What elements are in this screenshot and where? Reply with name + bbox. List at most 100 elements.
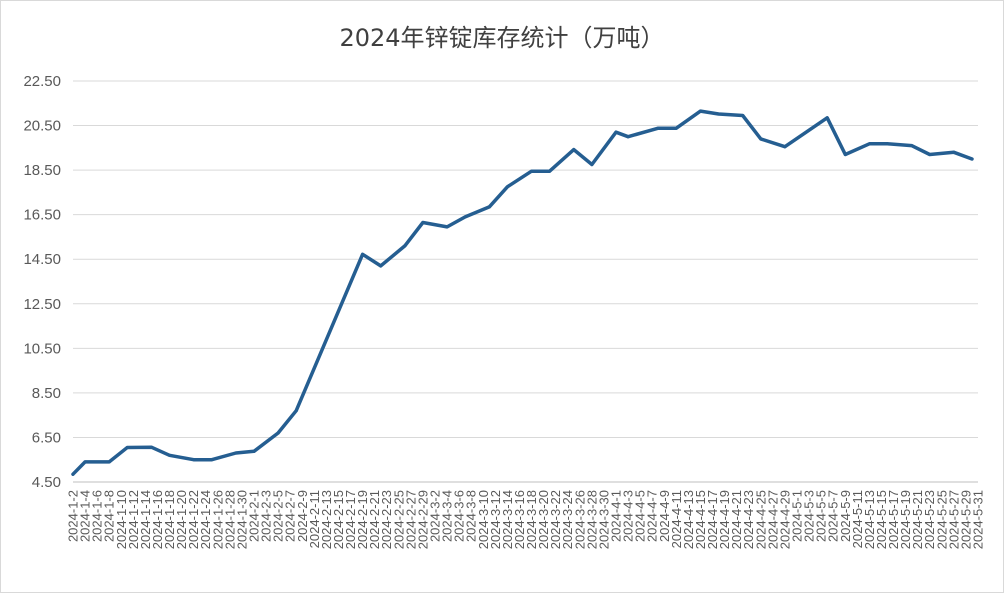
x-tick-label: 2024-5-25 <box>934 490 949 549</box>
data-point <box>421 220 425 224</box>
data-point <box>717 112 721 116</box>
x-tick-label: 2024-3-6 <box>452 490 467 542</box>
data-point <box>626 135 630 139</box>
data-point <box>910 144 914 148</box>
x-tick-label: 2024-4-29 <box>777 490 792 549</box>
x-tick-label: 2024-1-16 <box>150 490 165 549</box>
x-tick-label: 2024-5-9 <box>838 490 853 542</box>
y-tick-label: 14.50 <box>23 251 61 268</box>
x-tick-label: 2024-4-5 <box>633 490 648 542</box>
x-tick-label: 2024-5-1 <box>790 490 805 542</box>
x-tick-label: 2024-4-27 <box>765 490 780 549</box>
data-point <box>548 169 552 173</box>
data-point <box>867 142 871 146</box>
x-tick-label: 2024-1-8 <box>102 490 117 542</box>
data-point <box>252 449 256 453</box>
data-point <box>463 215 467 219</box>
data-point <box>361 252 365 256</box>
x-tick-label: 2024-3-26 <box>572 490 587 549</box>
data-point <box>952 150 956 154</box>
y-tick-label: 4.50 <box>32 474 61 491</box>
data-point <box>572 148 576 152</box>
x-tick-label: 2024-3-4 <box>440 490 455 542</box>
x-tick-label: 2024-2-11 <box>307 490 322 548</box>
data-point <box>530 169 534 173</box>
x-tick-label: 2024-1-10 <box>114 490 129 549</box>
data-point <box>83 460 87 464</box>
y-tick-label: 18.50 <box>23 162 61 179</box>
data-point <box>210 458 214 462</box>
x-tick-label: 2024-1-18 <box>162 490 177 549</box>
x-tick-label: 2024-4-19 <box>717 490 732 549</box>
data-point <box>71 472 75 476</box>
x-tick-label: 2024-1-6 <box>90 490 105 542</box>
x-tick-label: 2024-3-8 <box>464 490 479 542</box>
x-tick-label: 2024-4-9 <box>657 490 672 542</box>
x-tick-label: 2024-3-12 <box>488 490 503 549</box>
x-tick-label: 2024-1-2 <box>66 490 81 542</box>
data-point <box>674 126 678 130</box>
y-tick-label: 22.50 <box>23 73 61 90</box>
x-tick-label: 2024-5-7 <box>826 490 841 542</box>
data-point <box>234 451 238 455</box>
x-tick-label: 2024-5-29 <box>958 490 973 549</box>
x-tick-label: 2024-1-26 <box>210 490 225 549</box>
x-tick-label: 2024-4-11 <box>669 490 684 548</box>
x-tick-label: 2024-4-7 <box>645 490 660 542</box>
x-tick-label: 2024-5-23 <box>922 490 937 549</box>
x-tick-label: 2024-4-25 <box>753 490 768 549</box>
y-tick-label: 10.50 <box>23 340 61 357</box>
data-point <box>445 225 449 229</box>
x-tick-label: 2024-4-15 <box>693 490 708 549</box>
x-tick-label: 2024-1-12 <box>126 490 141 549</box>
x-tick-label: 2024-5-31 <box>971 490 986 549</box>
x-tick-label: 2024-1-20 <box>174 490 189 549</box>
x-tick-label: 2024-3-20 <box>536 490 551 549</box>
x-tick-label: 2024-4-21 <box>729 490 744 549</box>
data-point <box>149 445 153 449</box>
data-point <box>825 116 829 120</box>
x-tick-label: 2024-2-15 <box>331 490 346 549</box>
y-tick-label: 20.50 <box>23 118 61 135</box>
x-tick-label: 2024-5-3 <box>802 490 817 542</box>
chart-title: 2024年锌锭库存统计（万吨） <box>339 24 665 52</box>
x-tick-label: 2024-3-14 <box>500 490 515 549</box>
data-point <box>505 185 509 189</box>
x-tick-label: 2024-3-28 <box>584 490 599 549</box>
x-tick-label: 2024-1-28 <box>222 490 237 549</box>
data-point <box>403 244 407 248</box>
x-tick-label: 2024-4-23 <box>741 490 756 549</box>
x-tick-label: 2024-1-22 <box>186 490 201 549</box>
x-tick-label: 2024-2-9 <box>295 490 310 542</box>
y-tick-label: 6.50 <box>32 429 61 446</box>
data-point <box>192 458 196 462</box>
x-tick-label: 2024-4-17 <box>705 490 720 549</box>
x-tick-label: 2024-5-5 <box>814 490 829 542</box>
x-tick-label: 2024-3-22 <box>548 490 563 549</box>
x-tick-label: 2024-5-13 <box>862 490 877 549</box>
data-point <box>698 109 702 113</box>
x-tick-label: 2024-2-23 <box>379 490 394 549</box>
data-point <box>843 153 847 157</box>
data-point <box>487 205 491 209</box>
x-tick-label: 2024-2-21 <box>367 490 382 549</box>
x-tick-label: 2024-5-15 <box>874 490 889 549</box>
x-tick-label: 2024-3-2 <box>428 490 443 542</box>
data-point <box>590 163 594 167</box>
data-point <box>379 264 383 268</box>
data-point <box>759 137 763 141</box>
x-tick-label: 2024-2-1 <box>247 490 262 542</box>
x-tick-label: 2024-2-25 <box>391 490 406 549</box>
x-tick-label: 2024-2-5 <box>271 490 286 542</box>
data-point <box>783 145 787 149</box>
data-point <box>294 409 298 413</box>
x-tick-label: 2024-5-21 <box>910 490 925 549</box>
x-tick-label: 2024-1-30 <box>234 490 249 549</box>
data-point <box>656 126 660 130</box>
data-point <box>928 153 932 157</box>
x-tick-label: 2024-2-3 <box>259 490 274 542</box>
x-tick-label: 2024-5-11 <box>850 490 865 548</box>
x-tick-label: 2024-2-7 <box>283 490 298 542</box>
